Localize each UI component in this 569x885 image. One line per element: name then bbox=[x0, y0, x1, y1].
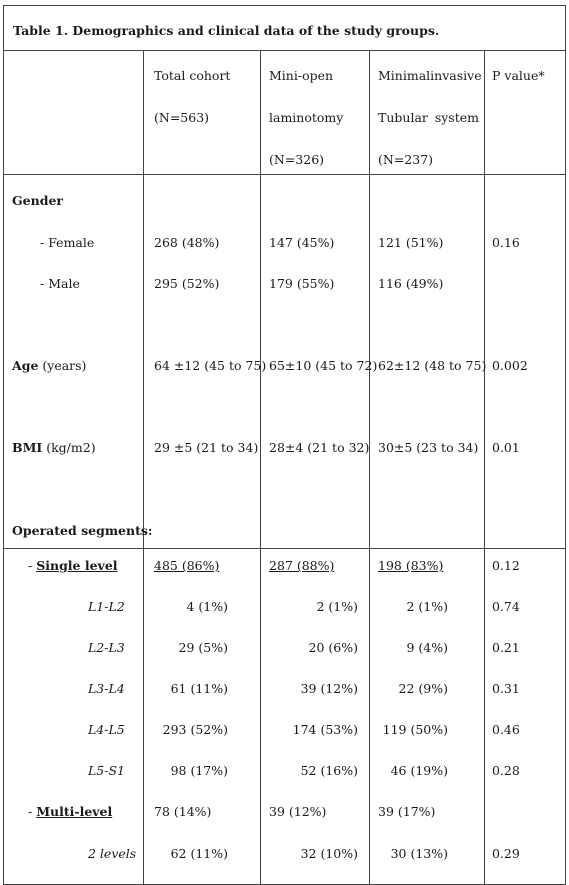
single-level-dash: - bbox=[28, 558, 37, 573]
p-single: 0.12 bbox=[492, 558, 520, 573]
total-multi: 78 (14%) bbox=[154, 804, 212, 819]
mini-female: 147 (45%) bbox=[269, 235, 335, 250]
level-label-3: L4-L5 bbox=[88, 722, 125, 737]
minimal-level-1: 9 (4%) bbox=[406, 640, 448, 655]
total-level-0: 4 (1%) bbox=[186, 599, 228, 614]
total-female: 268 (48%) bbox=[154, 235, 220, 250]
header-minimal-word-4: system bbox=[434, 110, 479, 125]
minimal-level-3: 119 (50%) bbox=[382, 722, 448, 737]
total-bmi: 29 ±5 (21 to 34) bbox=[154, 440, 259, 455]
level-label-4: L5-S1 bbox=[88, 763, 125, 778]
bmi-label: BMI (kg/m2) bbox=[12, 440, 96, 455]
minimal-female: 121 (51%) bbox=[378, 235, 444, 250]
level-label-1: L2-L3 bbox=[88, 640, 125, 655]
operated-segments-label: Operated segments: bbox=[12, 523, 153, 538]
total-level-4: 98 (17%) bbox=[170, 763, 228, 778]
bmi-label-unit: (kg/m2) bbox=[42, 440, 96, 455]
minimal-single: 198 (83%) bbox=[378, 558, 444, 573]
minimal-level-2: 22 (9%) bbox=[398, 681, 448, 696]
header-minimal-n: (N=237) bbox=[378, 152, 434, 167]
p-age: 0.002 bbox=[492, 358, 528, 373]
mini-level-4: 52 (16%) bbox=[300, 763, 358, 778]
p-level-2: 0.31 bbox=[492, 681, 520, 696]
p-bmi: 0.01 bbox=[492, 440, 520, 455]
total-level-2: 61 (11%) bbox=[170, 681, 228, 696]
two-levels-label: 2 levels bbox=[88, 846, 137, 861]
header-pvalue: P value* bbox=[483, 50, 567, 175]
total-age: 64 ±12 (45 to 75) bbox=[154, 358, 267, 373]
mini-level-3: 174 (53%) bbox=[292, 722, 358, 737]
age-label-unit: (years) bbox=[38, 358, 87, 373]
header-minimal-word-3: Tubular bbox=[378, 110, 428, 125]
section2-mini-cell: 287 (88%) 2 (1%) 20 (6%) 39 (12%) 174 (5… bbox=[260, 548, 370, 885]
header-minimal-word-2: invasive bbox=[430, 68, 482, 83]
multi-level-text: Multi-level bbox=[36, 804, 113, 819]
section1-p-cell: 0.16 0.002 0.01 bbox=[483, 174, 567, 549]
female-label: - Female bbox=[40, 235, 95, 250]
section1-mini-cell: 147 (45%) 179 (55%) 65±10 (45 to 72) 28±… bbox=[260, 174, 377, 549]
total-two-levels: 62 (11%) bbox=[170, 846, 228, 861]
gender-label: Gender bbox=[12, 193, 63, 208]
multi-level-dash: - bbox=[28, 804, 37, 819]
p-level-4: 0.28 bbox=[492, 763, 520, 778]
p-level-1: 0.21 bbox=[492, 640, 520, 655]
age-label-bold: Age bbox=[12, 358, 39, 373]
total-male: 295 (52%) bbox=[154, 276, 220, 291]
age-label: Age (years) bbox=[12, 358, 86, 373]
male-label: - Male bbox=[40, 276, 80, 291]
header-total-label: Total cohort bbox=[154, 68, 231, 83]
mini-male: 179 (55%) bbox=[269, 276, 335, 291]
header-minimal-line-1: Minimal invasive bbox=[378, 68, 482, 83]
section1-total-cell: 268 (48%) 295 (52%) 64 ±12 (45 to 75) 29… bbox=[143, 174, 266, 549]
level-label-2: L3-L4 bbox=[88, 681, 125, 696]
single-level-label: - Single level bbox=[28, 558, 118, 573]
table-caption-cell: Table 1. Demographics and clinical data … bbox=[2, 5, 567, 51]
header-minimal-line-2: Tubular system bbox=[378, 110, 479, 125]
header-mini-label-2: laminotomy bbox=[269, 110, 344, 125]
mini-two-levels: 32 (10%) bbox=[300, 846, 358, 861]
p-level-3: 0.46 bbox=[492, 722, 520, 737]
total-level-1: 29 (5%) bbox=[178, 640, 228, 655]
header-mini-label-1: Mini-open bbox=[269, 68, 334, 83]
total-single: 485 (86%) bbox=[154, 558, 220, 573]
mini-single: 287 (88%) bbox=[269, 558, 335, 573]
header-minimal-word-1: Minimal bbox=[378, 68, 431, 83]
multi-level-label: - Multi-level bbox=[28, 804, 112, 819]
minimal-level-4: 46 (19%) bbox=[390, 763, 448, 778]
minimal-bmi: 30±5 (23 to 34) bbox=[378, 440, 479, 455]
p-two-levels: 0.29 bbox=[492, 846, 520, 861]
table-caption: Table 1. Demographics and clinical data … bbox=[13, 23, 440, 38]
single-level-text: Single level bbox=[36, 558, 118, 573]
minimal-age: 62±12 (48 to 75) bbox=[378, 358, 487, 373]
level-label-0: L1-L2 bbox=[88, 599, 125, 614]
section2-label-cell: - Single level L1-L2 L2-L3 L3-L4 L4-L5 L… bbox=[3, 548, 144, 885]
header-empty-cell bbox=[3, 50, 144, 175]
minimal-level-0: 2 (1%) bbox=[406, 599, 448, 614]
section1-minimal-cell: 121 (51%) 116 (49%) 62±12 (48 to 75) 30±… bbox=[369, 174, 487, 549]
minimal-two-levels: 30 (13%) bbox=[390, 846, 448, 861]
minimal-multi: 39 (17%) bbox=[378, 804, 436, 819]
minimal-male: 116 (49%) bbox=[378, 276, 444, 291]
mini-age: 65±10 (45 to 72) bbox=[269, 358, 378, 373]
section2-total-cell: 485 (86%) 4 (1%) 29 (5%) 61 (11%) 293 (5… bbox=[143, 548, 261, 885]
p-level-0: 0.74 bbox=[492, 599, 520, 614]
section2-minimal-cell: 198 (83%) 2 (1%) 9 (4%) 22 (9%) 119 (50%… bbox=[369, 548, 485, 885]
section2-p-cell: 0.12 0.74 0.21 0.31 0.46 0.28 0.29 bbox=[483, 548, 567, 885]
bmi-label-bold: BMI bbox=[12, 440, 43, 455]
section1-label-cell: Gender - Female - Male Age (years) BMI (… bbox=[3, 174, 153, 549]
mini-multi: 39 (12%) bbox=[269, 804, 327, 819]
mini-level-2: 39 (12%) bbox=[300, 681, 358, 696]
header-total-cohort: Total cohort (N=563) bbox=[143, 50, 261, 175]
p-gender: 0.16 bbox=[492, 235, 520, 250]
mini-level-0: 2 (1%) bbox=[316, 599, 358, 614]
total-level-3: 293 (52%) bbox=[162, 722, 228, 737]
mini-bmi: 28±4 (21 to 32) bbox=[269, 440, 370, 455]
mini-level-1: 20 (6%) bbox=[308, 640, 358, 655]
header-minimal-invasive: Minimal invasive Tubular system (N=237) bbox=[369, 50, 485, 175]
header-mini-n: (N=326) bbox=[269, 152, 325, 167]
header-total-n: (N=563) bbox=[154, 110, 210, 125]
header-mini-open: Mini-open laminotomy (N=326) bbox=[260, 50, 370, 175]
demographics-table: Table 1. Demographics and clinical data … bbox=[2, 5, 567, 885]
header-pvalue-label: P value* bbox=[492, 68, 545, 83]
